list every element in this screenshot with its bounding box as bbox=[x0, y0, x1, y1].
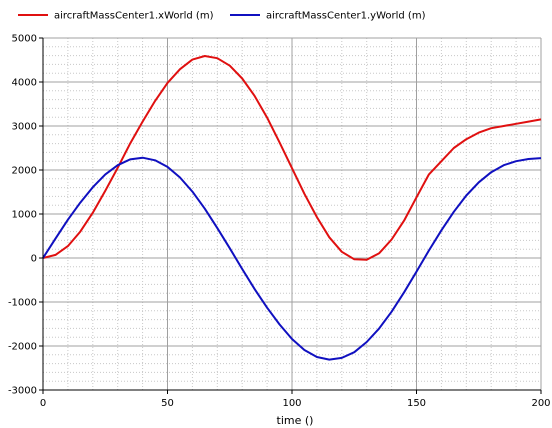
y-tick-label: -2000 bbox=[8, 342, 37, 353]
y-tick-label: 1000 bbox=[12, 210, 37, 221]
tick-labels: 0 50 100 150 200 -3000 -2000 -1000 0 1000 2000 3000… bbox=[8, 34, 551, 410]
y-tick-label: 5000 bbox=[12, 34, 37, 45]
series-line-1 bbox=[42, 55, 542, 261]
series-layer bbox=[42, 55, 542, 361]
x-tick-label: 50 bbox=[161, 398, 174, 409]
legend-label-2: aircraftMassCenter1.yWorld (m) bbox=[266, 11, 426, 22]
x-tick-label: 200 bbox=[531, 398, 550, 409]
y-tick-label: 2000 bbox=[12, 166, 37, 177]
y-tick-label: 4000 bbox=[12, 78, 37, 89]
y-tick-label: -1000 bbox=[8, 298, 37, 309]
y-tick-label: 3000 bbox=[12, 122, 37, 133]
y-tick-label: -3000 bbox=[8, 386, 37, 397]
legend: aircraftMassCenter1.xWorld (m) aircraftMa… bbox=[18, 11, 426, 22]
legend-label-1: aircraftMassCenter1.xWorld (m) bbox=[54, 11, 214, 22]
x-tick-label: 0 bbox=[40, 398, 46, 409]
axes bbox=[39, 37, 542, 394]
y-tick-label: 0 bbox=[31, 254, 37, 265]
x-axis-label: time () bbox=[277, 414, 314, 427]
x-tick-label: 100 bbox=[282, 398, 301, 409]
x-tick-label: 150 bbox=[407, 398, 426, 409]
series-line-2 bbox=[42, 156, 542, 361]
